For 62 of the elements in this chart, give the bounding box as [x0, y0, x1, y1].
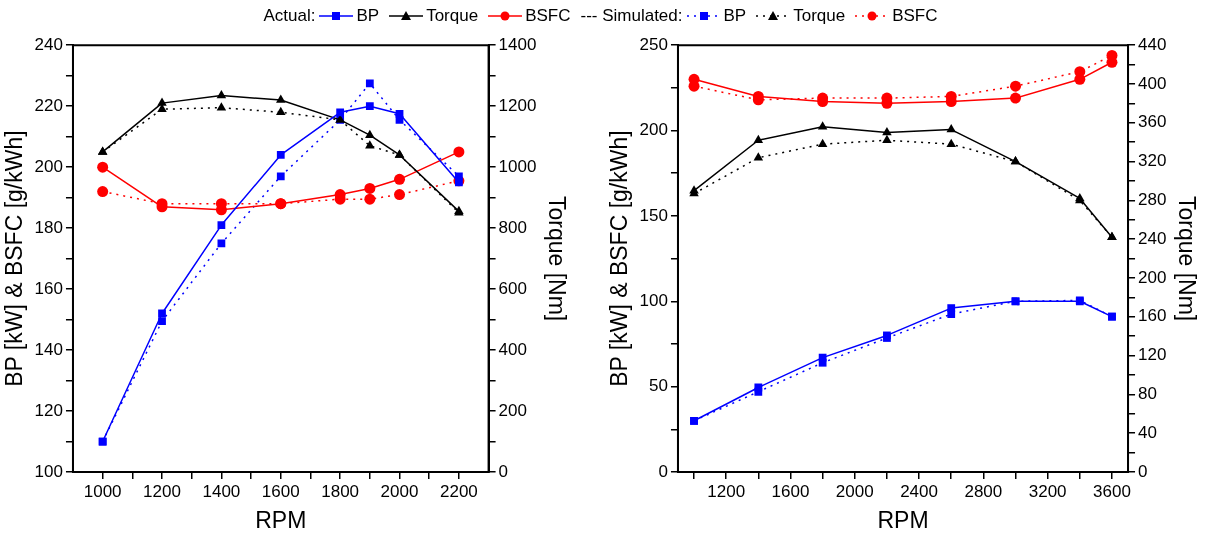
- y2-tick-label: 240: [1138, 228, 1167, 248]
- legend-label: BSFC: [892, 6, 938, 26]
- y2-axis-title: Torque [Nm]: [543, 195, 570, 322]
- y2-tick-label: 800: [498, 217, 527, 237]
- x-tick-label: 2000: [380, 481, 419, 501]
- y2-tick-label: 200: [1138, 267, 1167, 287]
- x-tick-label: 1000: [83, 481, 122, 501]
- y2-tick-label: 400: [1138, 73, 1167, 93]
- y-tick-label: 50: [649, 376, 668, 396]
- y-tick-label: 120: [34, 400, 63, 420]
- y-tick-label: 200: [34, 156, 63, 176]
- y-tick-label: 140: [34, 339, 63, 359]
- x-axis-title: RPM: [255, 506, 307, 533]
- x-tick-label: 1200: [707, 481, 746, 501]
- y2-tick-label: 280: [1138, 190, 1167, 210]
- x-tick-label: 1600: [771, 481, 810, 501]
- legend-label: Torque: [793, 6, 846, 26]
- y2-tick-label: 0: [498, 461, 509, 481]
- y-axis-title: BP [kW] & BSFC [g/kWh]: [606, 130, 633, 387]
- y-tick-label: 220: [34, 95, 63, 115]
- y-tick-label: 0: [658, 461, 668, 481]
- y2-tick-label: 0: [1138, 461, 1148, 481]
- x-tick-label: 2400: [900, 481, 938, 501]
- text: --- Simulated:: [580, 6, 683, 26]
- y-axis-title: BP [kW] & BSFC [g/kWh]: [1, 130, 28, 387]
- x-tick-label: 2000: [835, 481, 874, 501]
- y2-tick-label: 600: [498, 278, 527, 298]
- legend-label: BP: [723, 6, 747, 26]
- x-tick-label: 2800: [964, 481, 1003, 501]
- y2-tick-label: 200: [498, 400, 527, 420]
- y-tick-label: 100: [34, 461, 63, 481]
- legend-label: Torque: [426, 6, 479, 26]
- x-tick-label: 3600: [1093, 481, 1131, 501]
- y2-tick-label: 40: [1138, 422, 1157, 442]
- y-tick-label: 180: [34, 217, 63, 237]
- y-tick-label: 160: [34, 278, 63, 298]
- x-axis-title: RPM: [877, 506, 929, 533]
- y2-tick-label: 160: [1138, 306, 1167, 326]
- y2-tick-label: 120: [1138, 345, 1167, 365]
- x-tick-label: 3200: [1028, 481, 1067, 501]
- legend-label: BSFC: [525, 6, 571, 26]
- x-tick-label: 1400: [202, 481, 241, 501]
- x-tick-label: 2200: [439, 481, 478, 501]
- y2-tick-label: 1400: [498, 34, 537, 54]
- y2-axis-title: Torque [Nm]: [1173, 195, 1200, 322]
- y-tick-label: 200: [639, 120, 668, 140]
- x-tick-label: 1800: [321, 481, 360, 501]
- y-tick-label: 100: [639, 290, 668, 310]
- legend-label: BP: [356, 6, 380, 26]
- y2-tick-label: 1200: [498, 95, 537, 115]
- text: Actual:: [263, 6, 316, 26]
- y2-tick-label: 360: [1138, 112, 1167, 132]
- y-tick-label: 250: [639, 34, 668, 54]
- y2-tick-label: 440: [1138, 34, 1167, 54]
- y-tick-label: 240: [34, 34, 63, 54]
- x-tick-label: 1600: [261, 481, 300, 501]
- y-tick-label: 150: [639, 205, 668, 225]
- x-tick-label: 1200: [143, 481, 181, 501]
- y2-tick-label: 80: [1138, 384, 1157, 404]
- y2-tick-label: 320: [1138, 151, 1167, 171]
- y2-tick-label: 400: [498, 339, 527, 359]
- y2-tick-label: 1000: [498, 156, 537, 176]
